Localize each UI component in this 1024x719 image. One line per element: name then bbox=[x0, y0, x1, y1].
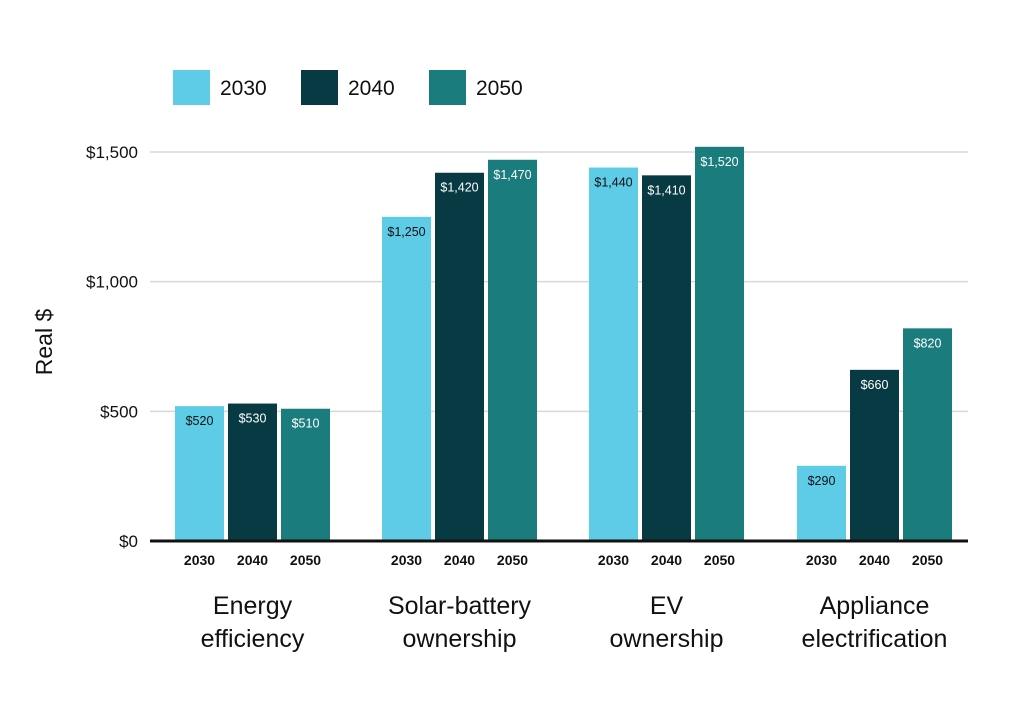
bar-data-label: $1,470 bbox=[493, 168, 531, 182]
x-year-label: 2050 bbox=[290, 552, 321, 568]
x-year-label: 2030 bbox=[806, 552, 837, 568]
x-year-label: 2030 bbox=[598, 552, 629, 568]
x-year-label: 2040 bbox=[237, 552, 268, 568]
bars: $520 $1,250 $1,440 $290 $530 $1,420 $1,410 $660… bbox=[175, 146, 952, 542]
x-category-label: Appliance bbox=[820, 592, 930, 620]
y-tick-label: $0 bbox=[119, 532, 138, 551]
bar bbox=[228, 403, 277, 541]
bar-data-label: $660 bbox=[861, 378, 889, 392]
x-axis-year-labels: 2030 2030 2030 2030 2040 2040 2040 2040 2050 2050… bbox=[184, 552, 943, 568]
y-tick-label: $1,500 bbox=[86, 143, 138, 162]
bar bbox=[695, 146, 744, 541]
bar bbox=[903, 328, 952, 541]
bar bbox=[797, 465, 846, 541]
y-tick-label: $500 bbox=[100, 402, 138, 421]
bar bbox=[435, 172, 484, 541]
x-category-label: ownership bbox=[610, 625, 724, 653]
x-year-label: 2040 bbox=[444, 552, 475, 568]
legend-swatch bbox=[173, 70, 210, 105]
bar-data-label: $520 bbox=[186, 414, 214, 428]
legend: 2030 2040 2050 bbox=[173, 70, 523, 105]
y-axis-label: Real $ bbox=[31, 309, 57, 376]
x-axis-category-labels: Energy efficiency Solar-battery ownership EV… bbox=[201, 592, 948, 653]
y-tick-label: $1,000 bbox=[86, 273, 138, 292]
bar-data-label: $290 bbox=[808, 474, 836, 488]
y-axis-ticks: $0 $500 $1,000 $1,500 bbox=[86, 143, 138, 551]
bar-data-label: $820 bbox=[914, 336, 942, 350]
legend-label: 2040 bbox=[348, 77, 395, 100]
x-category-label: Solar-battery bbox=[388, 592, 532, 620]
x-year-label: 2050 bbox=[497, 552, 528, 568]
bar-data-label: $530 bbox=[239, 412, 267, 426]
bar-data-label: $1,420 bbox=[440, 181, 478, 195]
bar bbox=[850, 369, 899, 541]
bar bbox=[382, 216, 431, 542]
x-category-label: ownership bbox=[403, 625, 517, 653]
bar bbox=[488, 159, 537, 541]
gridlines bbox=[150, 151, 968, 413]
x-year-label: 2030 bbox=[184, 552, 215, 568]
bar-data-label: $1,440 bbox=[594, 176, 632, 190]
x-category-label: EV bbox=[650, 592, 684, 620]
x-category-label: electrification bbox=[802, 625, 948, 653]
bar-data-label: $1,410 bbox=[647, 183, 685, 197]
x-year-label: 2040 bbox=[651, 552, 682, 568]
x-year-label: 2040 bbox=[859, 552, 890, 568]
bar-data-label: $1,250 bbox=[387, 225, 425, 239]
bar bbox=[281, 408, 330, 541]
bar bbox=[175, 406, 224, 541]
x-year-label: 2030 bbox=[391, 552, 422, 568]
x-category-label: efficiency bbox=[201, 625, 305, 653]
bar-data-label: $510 bbox=[292, 417, 320, 431]
bar bbox=[642, 175, 691, 541]
x-category-label: Energy bbox=[213, 592, 293, 620]
legend-label: 2050 bbox=[476, 77, 523, 100]
x-year-label: 2050 bbox=[912, 552, 943, 568]
bar-data-label: $1,520 bbox=[700, 155, 738, 169]
bar bbox=[589, 167, 638, 541]
legend-swatch bbox=[429, 70, 466, 105]
legend-swatch bbox=[301, 70, 338, 105]
x-year-label: 2050 bbox=[704, 552, 735, 568]
legend-label: 2030 bbox=[220, 77, 267, 100]
